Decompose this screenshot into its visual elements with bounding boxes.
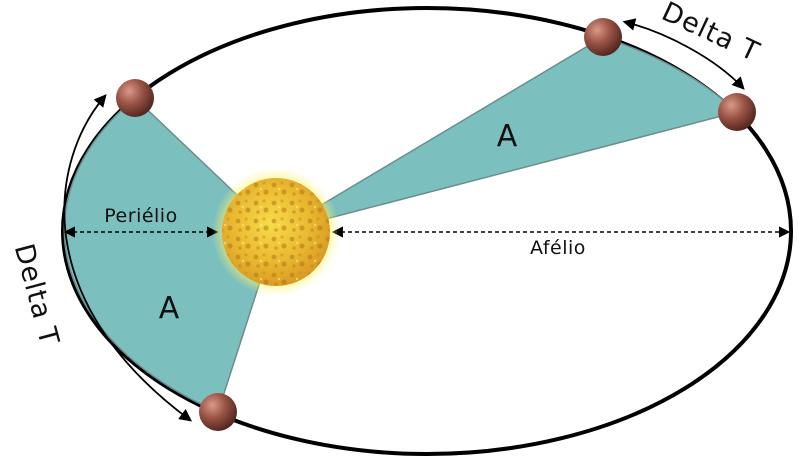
planet-icon <box>584 18 622 56</box>
planet-icon <box>199 393 237 431</box>
planet-icon <box>718 93 756 131</box>
delta-t-label-left: Delta T <box>8 240 65 349</box>
perihelion-label: Periélio <box>104 205 177 227</box>
area-label-left: A <box>159 291 180 326</box>
delta-t-arrow-right <box>622 18 745 90</box>
delta-t-label-right: Delta T <box>657 0 764 68</box>
aphelion-label: Afélio <box>530 237 586 259</box>
delta-t-arrow-left <box>63 94 193 422</box>
planet-icon <box>116 79 154 117</box>
area-label-right: A <box>497 119 518 154</box>
sun-icon <box>212 168 340 296</box>
